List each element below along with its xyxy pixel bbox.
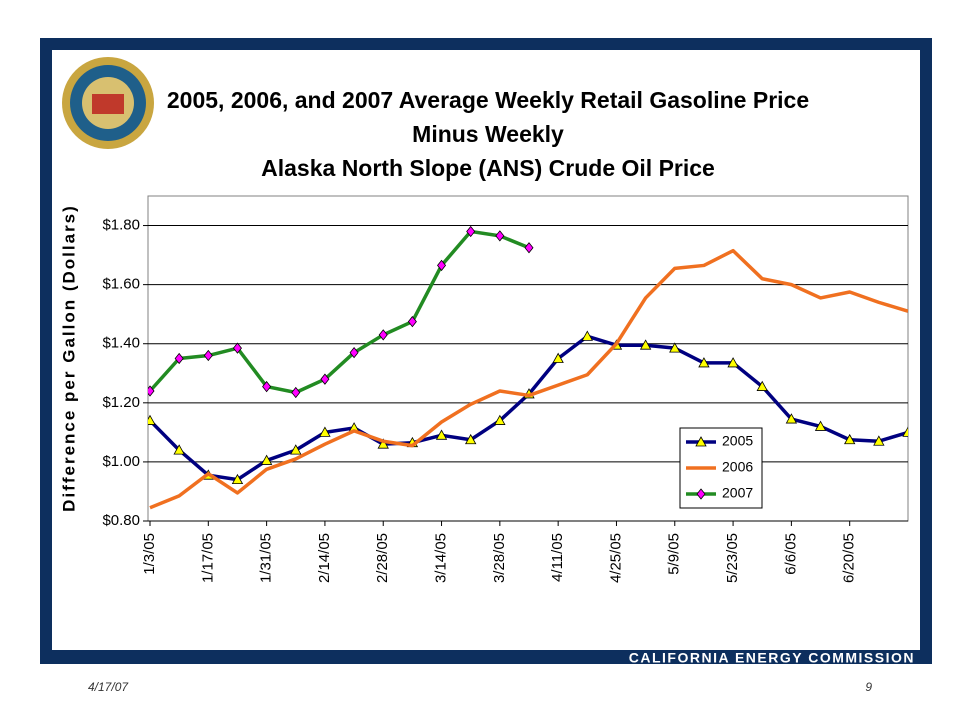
marker [231, 473, 244, 485]
x-tick-label: 2/28/05 [374, 533, 391, 583]
series [148, 225, 534, 399]
marker [466, 225, 476, 238]
marker [669, 342, 681, 353]
marker [435, 429, 448, 440]
x-tick-label: 6/6/05 [782, 533, 799, 575]
legend-label: 2007 [722, 485, 753, 501]
marker [873, 435, 885, 446]
marker [320, 373, 330, 385]
y-tick-label: $1.60 [102, 276, 140, 293]
x-tick-label: 2/14/05 [316, 533, 333, 583]
marker [377, 438, 389, 449]
marker [581, 330, 593, 341]
marker [203, 349, 213, 362]
marker [902, 426, 908, 437]
footer-page: 9 [865, 680, 872, 694]
marker [494, 414, 506, 425]
chart-title: 2005, 2006, and 2007 Average Weekly Reta… [167, 87, 809, 113]
legend-label: 2006 [722, 459, 753, 475]
marker [148, 414, 156, 425]
marker [552, 352, 564, 363]
marker [319, 426, 331, 437]
marker [465, 433, 477, 445]
x-tick-label: 3/14/05 [433, 533, 450, 583]
x-tick-label: 6/20/05 [841, 533, 858, 583]
y-tick-label: $1.00 [102, 453, 140, 470]
y-axis-label: Difference per Gallon (Dollars) [59, 204, 78, 512]
x-tick-label: 5/9/05 [666, 533, 683, 575]
x-tick-label: 1/31/05 [258, 533, 275, 583]
x-tick-label: 4/25/05 [607, 533, 624, 583]
marker [844, 433, 856, 445]
marker [524, 242, 534, 254]
line [148, 229, 530, 395]
marker [232, 342, 242, 354]
footer-date: 4/17/07 [88, 680, 129, 694]
marker [173, 444, 185, 455]
y-tick-label: $1.20 [102, 394, 140, 411]
y-tick-label: $1.40 [102, 335, 140, 352]
marker [814, 420, 827, 431]
marker [349, 346, 359, 359]
marker [260, 454, 273, 465]
series [149, 248, 908, 510]
y-tick-label: $1.80 [102, 217, 140, 234]
marker [148, 385, 155, 397]
chart-title: Minus Weekly [412, 121, 564, 147]
x-tick-label: 1/3/05 [141, 533, 158, 575]
marker [262, 380, 272, 393]
logo-shield [92, 94, 124, 114]
marker [785, 413, 798, 424]
marker [290, 444, 302, 455]
x-tick-label: 1/17/05 [199, 533, 216, 583]
legend-label: 2005 [722, 433, 753, 449]
marker [698, 357, 710, 368]
marker [639, 339, 652, 350]
marker [174, 352, 184, 365]
marker [495, 230, 505, 242]
x-tick-label: 4/11/05 [549, 533, 566, 582]
marker [727, 357, 739, 368]
marker [756, 380, 768, 391]
line [149, 248, 908, 510]
legend-marker [695, 436, 707, 447]
x-tick-label: 5/23/05 [724, 533, 741, 583]
logo [62, 57, 154, 149]
marker [407, 315, 417, 328]
banner: CALIFORNIA ENERGY COMMISSION [629, 650, 915, 666]
marker [378, 329, 388, 341]
y-tick-label: $0.80 [102, 512, 140, 529]
x-tick-label: 3/28/05 [491, 533, 508, 583]
legend-marker [696, 488, 706, 500]
marker [291, 386, 301, 399]
chart-title: Alaska North Slope (ANS) Crude Oil Price [261, 155, 715, 181]
marker [437, 259, 447, 272]
